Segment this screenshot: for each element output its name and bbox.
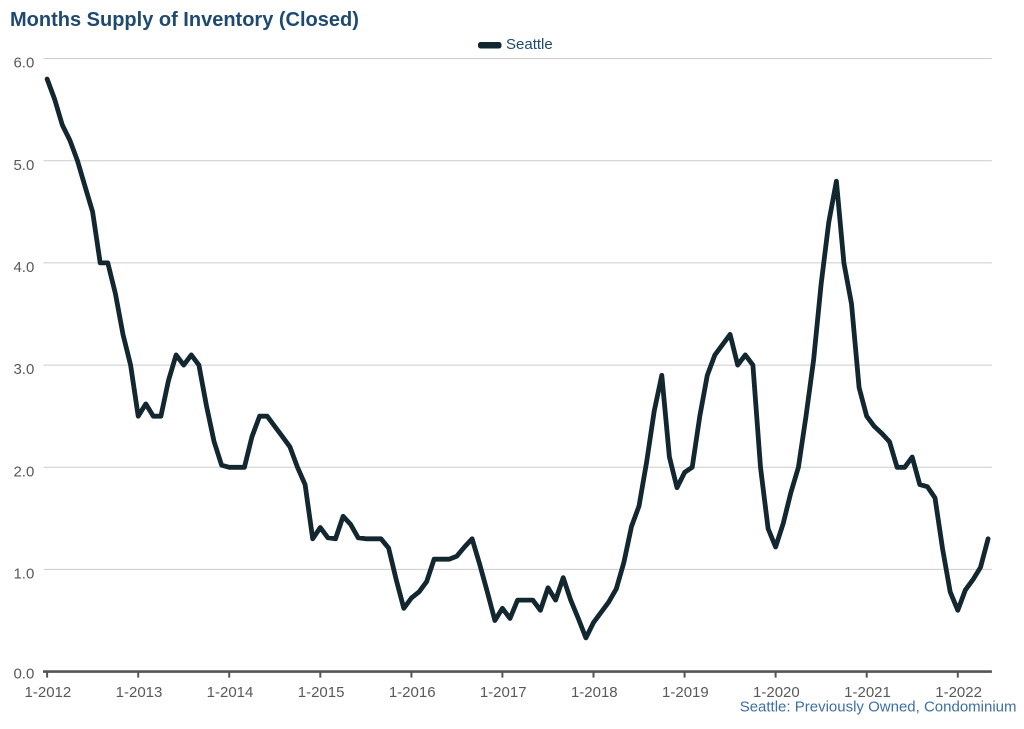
svg-text:1-2014: 1-2014 <box>207 684 254 701</box>
svg-text:Seattle: Seattle <box>506 36 553 53</box>
svg-text:1-2013: 1-2013 <box>116 684 163 701</box>
svg-text:3.0: 3.0 <box>13 361 34 378</box>
svg-text:Seattle: Previously Owned, Con: Seattle: Previously Owned, Condominium <box>740 699 1017 716</box>
svg-text:2.0: 2.0 <box>13 463 34 480</box>
svg-text:1-2022: 1-2022 <box>935 684 982 701</box>
svg-text:0.0: 0.0 <box>13 666 34 683</box>
svg-text:1-2018: 1-2018 <box>571 684 618 701</box>
svg-text:4.0: 4.0 <box>13 259 34 276</box>
svg-text:1-2012: 1-2012 <box>25 684 72 701</box>
svg-text:1-2016: 1-2016 <box>389 684 436 701</box>
svg-text:1-2021: 1-2021 <box>844 684 891 701</box>
svg-text:1-2015: 1-2015 <box>298 684 345 701</box>
svg-text:1-2017: 1-2017 <box>480 684 527 701</box>
svg-text:1.0: 1.0 <box>13 565 34 582</box>
svg-text:6.0: 6.0 <box>13 55 34 72</box>
svg-text:5.0: 5.0 <box>13 157 34 174</box>
svg-text:Months Supply of Inventory (Cl: Months Supply of Inventory (Closed) <box>10 9 359 31</box>
svg-text:1-2020: 1-2020 <box>753 684 800 701</box>
svg-text:1-2019: 1-2019 <box>662 684 709 701</box>
